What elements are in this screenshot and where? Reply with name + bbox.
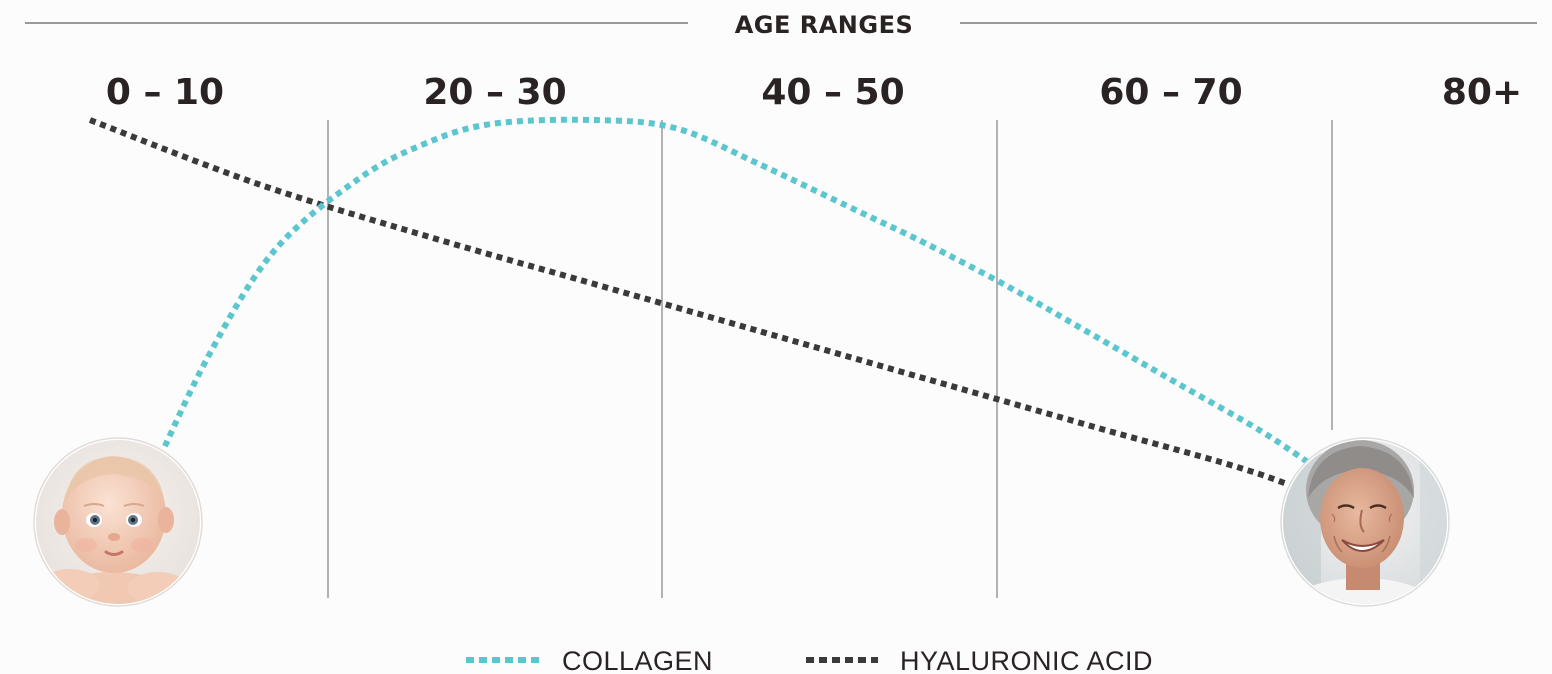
series-line-collagen: [144, 116, 1375, 501]
series-layer: [88, 116, 1375, 521]
legend-label-hyaluronic-acid: HYALURONIC ACID: [900, 646, 1153, 674]
tick-label-1: 20 – 30: [423, 72, 566, 113]
tick-label-4: 80+: [1442, 72, 1522, 113]
tick-label-3: 60 – 70: [1099, 72, 1242, 113]
elderly-woman-portrait: [1280, 437, 1450, 607]
gridlines: [327, 120, 1333, 598]
series-line-hyaluronic-acid: [88, 117, 1368, 521]
baby-portrait: [33, 437, 203, 607]
tick-label-0: 0 – 10: [106, 72, 224, 113]
legend-label-collagen: COLLAGEN: [562, 646, 713, 674]
tick-label-2: 40 – 50: [761, 72, 904, 113]
chart-title: AGE RANGES: [735, 11, 914, 39]
legend: COLLAGEN HYALURONIC ACID: [466, 646, 1153, 674]
